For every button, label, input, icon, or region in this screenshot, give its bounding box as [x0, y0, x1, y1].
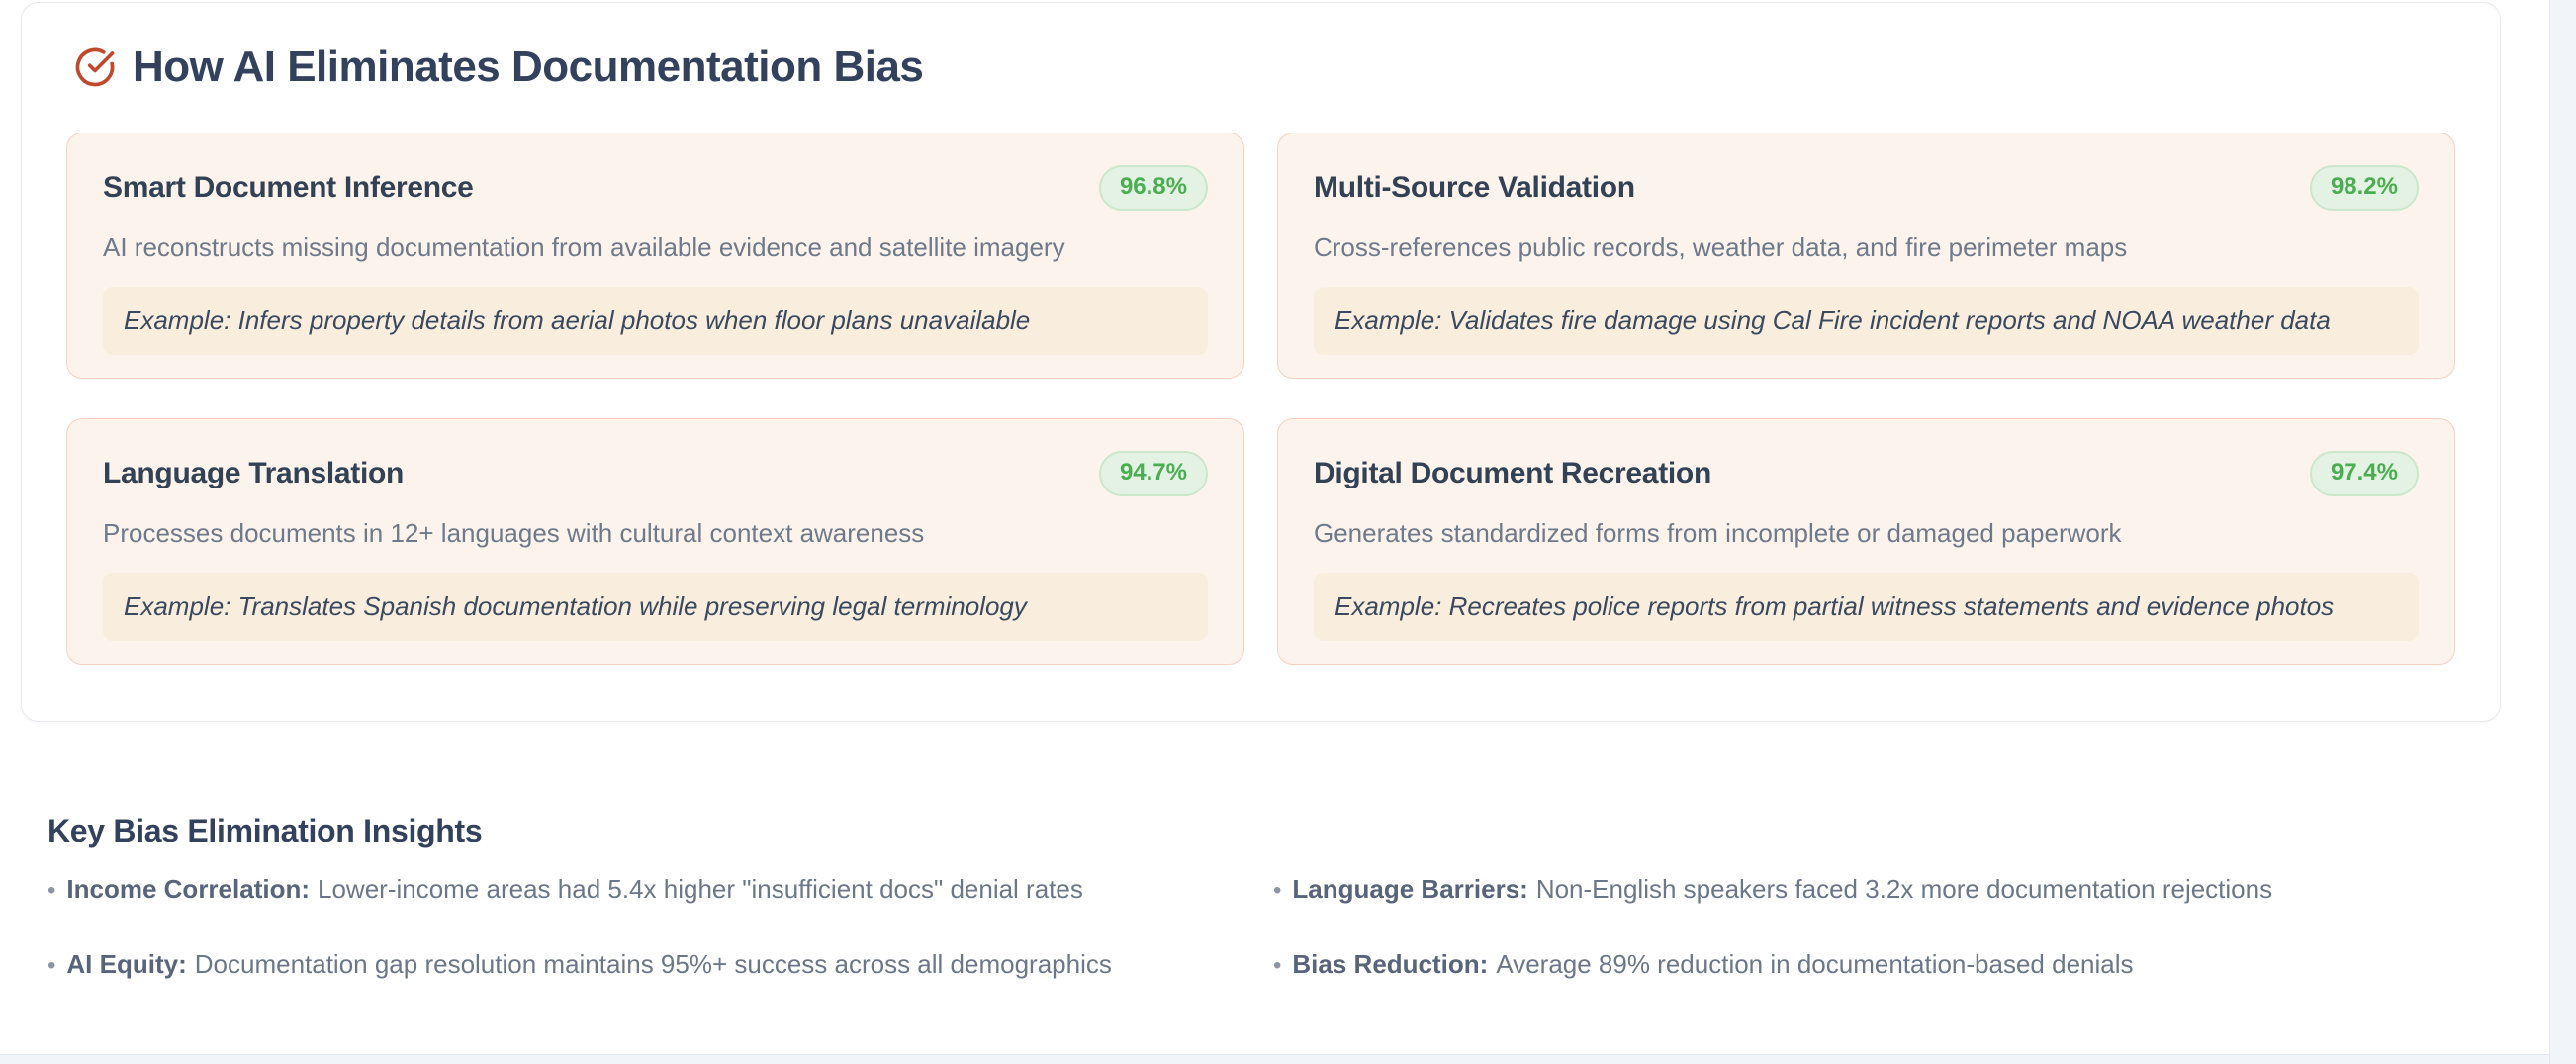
check-circle-icon: [75, 47, 115, 86]
ai-documentation-bias-panel: How AI Eliminates Documentation Bias Sma…: [21, 2, 2501, 722]
capability-card-language-translation: Language Translation 94.7% Processes doc…: [66, 418, 1244, 665]
insight-item-income-correlation: • Income Correlation: Lower-income areas h…: [47, 873, 1273, 907]
card-description: Generates standardized forms from incomp…: [1314, 518, 2122, 548]
card-example-box: Example: Recreates police reports from p…: [1314, 573, 2419, 641]
insight-text: Average 89% reduction in documentation-b…: [1496, 949, 2134, 979]
page-bottom-edge-strip: [0, 1054, 2576, 1064]
accuracy-badge: 96.8%: [1098, 165, 1208, 211]
card-header: Multi-Source Validation 98.2%: [1314, 165, 2419, 211]
insight-item-bias-reduction: • Bias Reduction: Average 89% reduction in…: [1273, 948, 2501, 982]
insight-text: Documentation gap resolution maintains 9…: [194, 949, 1112, 979]
bullet-icon: •: [47, 877, 56, 904]
insight-item-language-barriers: • Language Barriers: Non-English speakers …: [1273, 873, 2501, 907]
card-example-box: Example: Infers property details from ae…: [103, 287, 1208, 355]
card-title: Smart Document Inference: [103, 171, 474, 204]
panel-header: How AI Eliminates Documentation Bias: [74, 41, 2455, 93]
insight-label: Language Barriers:: [1292, 874, 1528, 904]
capability-cards-grid: Smart Document Inference 96.8% AI recons…: [66, 133, 2455, 665]
insights-heading: Key Bias Elimination Insights: [47, 813, 483, 848]
insights-grid: • Income Correlation: Lower-income areas h…: [47, 873, 2501, 982]
accuracy-badge: 98.2%: [2309, 165, 2419, 211]
bullet-icon: •: [47, 952, 56, 979]
key-insights-section: Key Bias Elimination Insights • Income Co…: [47, 813, 2501, 982]
accuracy-badge: 97.4%: [2309, 451, 2419, 496]
capability-card-smart-document-inference: Smart Document Inference 96.8% AI recons…: [66, 133, 1244, 379]
card-title: Multi-Source Validation: [1314, 171, 1635, 204]
capability-card-multi-source-validation: Multi-Source Validation 98.2% Cross-refe…: [1277, 133, 2455, 379]
insight-label: Bias Reduction:: [1292, 949, 1489, 979]
card-header: Digital Document Recreation 97.4%: [1314, 451, 2419, 496]
page-title: How AI Eliminates Documentation Bias: [133, 42, 924, 91]
insight-text: Lower-income areas had 5.4x higher "insu…: [318, 874, 1083, 904]
page-right-edge-strip: [2549, 0, 2576, 1064]
bullet-icon: •: [1273, 877, 1282, 904]
insight-label: Income Correlation:: [66, 874, 310, 904]
insight-label: AI Equity:: [66, 949, 187, 979]
card-description: Processes documents in 12+ languages wit…: [103, 518, 925, 548]
capability-card-digital-document-recreation: Digital Document Recreation 97.4% Genera…: [1277, 418, 2455, 665]
card-example-box: Example: Translates Spanish documentatio…: [103, 573, 1208, 641]
card-title: Digital Document Recreation: [1314, 457, 1711, 489]
card-title: Language Translation: [103, 457, 405, 489]
card-description: Cross-references public records, weather…: [1314, 232, 2128, 262]
card-example-box: Example: Validates fire damage using Cal…: [1314, 287, 2419, 355]
bullet-icon: •: [1273, 952, 1282, 979]
insight-item-ai-equity: • AI Equity: Documentation gap resolution …: [47, 948, 1273, 982]
insight-text: Non-English speakers faced 3.2x more doc…: [1535, 874, 2273, 904]
card-header: Language Translation 94.7%: [103, 451, 1208, 496]
card-description: AI reconstructs missing documentation fr…: [103, 232, 1065, 262]
card-header: Smart Document Inference 96.8%: [103, 165, 1208, 211]
accuracy-badge: 94.7%: [1098, 451, 1208, 496]
